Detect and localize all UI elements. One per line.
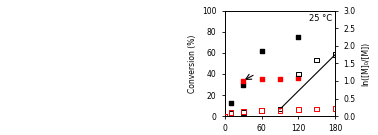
Point xyxy=(295,36,301,38)
Point xyxy=(240,112,246,114)
Point xyxy=(259,50,265,52)
Y-axis label: ln([M]₀/[M]): ln([M]₀/[M]) xyxy=(361,41,370,85)
Point xyxy=(295,109,301,111)
Point xyxy=(228,102,234,104)
Y-axis label: Conversion (%): Conversion (%) xyxy=(187,34,197,93)
Point xyxy=(240,111,246,113)
Point xyxy=(332,54,338,56)
Point xyxy=(222,115,228,117)
Point xyxy=(259,110,265,112)
Point xyxy=(277,78,283,80)
Point xyxy=(228,112,234,114)
Point xyxy=(228,112,234,114)
Point xyxy=(222,115,228,117)
Point xyxy=(314,108,320,110)
Point xyxy=(259,110,265,112)
Point xyxy=(240,80,246,82)
Point xyxy=(240,83,246,86)
Point xyxy=(277,108,283,110)
Point xyxy=(259,78,265,80)
Point xyxy=(314,59,320,61)
Text: 25 °C: 25 °C xyxy=(309,14,332,23)
Point xyxy=(277,110,283,112)
Point xyxy=(332,107,338,109)
Point xyxy=(295,77,301,79)
Point xyxy=(295,73,301,75)
